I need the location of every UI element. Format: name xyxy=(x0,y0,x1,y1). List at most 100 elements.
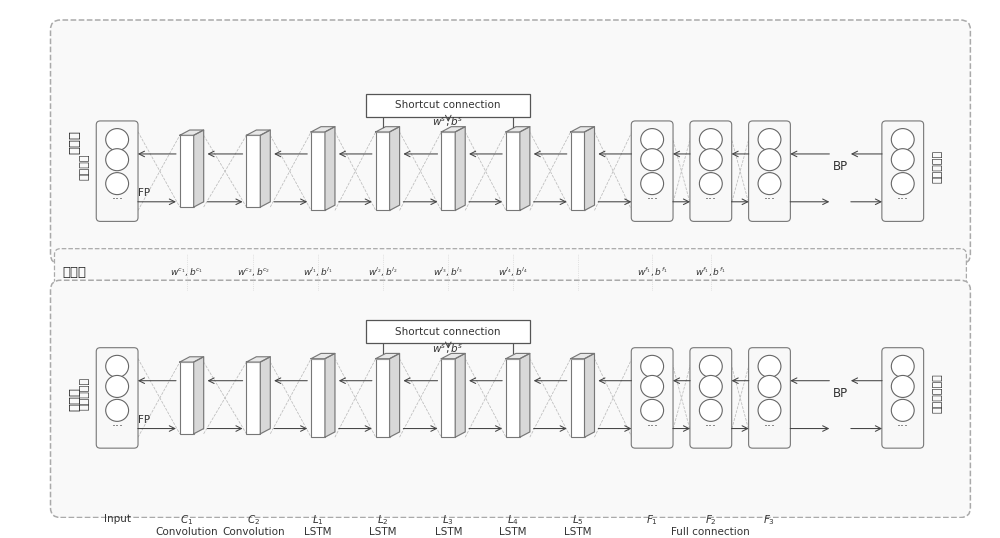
Circle shape xyxy=(891,173,914,195)
FancyBboxPatch shape xyxy=(51,280,970,518)
Text: $w^{l_1},b^{l_1}$: $w^{l_1},b^{l_1}$ xyxy=(303,265,333,279)
Polygon shape xyxy=(441,353,465,359)
Polygon shape xyxy=(260,357,270,434)
Circle shape xyxy=(891,148,914,171)
Polygon shape xyxy=(246,130,270,135)
Text: Shortcut connection: Shortcut connection xyxy=(395,327,501,337)
Text: ···: ··· xyxy=(646,193,658,207)
Circle shape xyxy=(106,173,129,195)
Text: ···: ··· xyxy=(705,193,717,207)
Text: ···: ··· xyxy=(763,193,775,207)
Text: $w^{f_1},b^{f_1}$: $w^{f_1},b^{f_1}$ xyxy=(637,265,668,279)
Text: LSTM: LSTM xyxy=(369,527,396,537)
Text: 阶段一: 阶段一 xyxy=(68,130,81,154)
Text: $w^{c_1},b^{c_1}$: $w^{c_1},b^{c_1}$ xyxy=(170,266,203,278)
Circle shape xyxy=(106,376,129,398)
Circle shape xyxy=(758,173,781,195)
Bar xyxy=(311,359,325,437)
Text: ···: ··· xyxy=(897,420,909,433)
Text: 源域样本: 源域样本 xyxy=(79,153,89,180)
Text: Convolution: Convolution xyxy=(222,527,285,537)
Polygon shape xyxy=(441,126,465,132)
Text: $w^{l_3},b^{l_3}$: $w^{l_3},b^{l_3}$ xyxy=(433,265,463,279)
Text: $F_1$: $F_1$ xyxy=(646,514,658,527)
Text: ···: ··· xyxy=(646,420,658,433)
Text: $L_3$: $L_3$ xyxy=(442,514,454,527)
Circle shape xyxy=(891,399,914,421)
FancyBboxPatch shape xyxy=(690,121,732,222)
Circle shape xyxy=(699,129,722,151)
Polygon shape xyxy=(506,353,530,359)
Polygon shape xyxy=(571,126,594,132)
Bar xyxy=(571,359,585,437)
Bar xyxy=(441,359,455,437)
Text: 源域标签值: 源域标签值 xyxy=(933,150,943,183)
Circle shape xyxy=(758,356,781,377)
Polygon shape xyxy=(585,126,594,210)
Circle shape xyxy=(699,376,722,398)
Text: Convolution: Convolution xyxy=(155,527,218,537)
Text: 阶段三: 阶段三 xyxy=(68,387,81,411)
Text: LSTM: LSTM xyxy=(499,527,527,537)
Circle shape xyxy=(699,173,722,195)
Bar xyxy=(376,132,390,210)
Polygon shape xyxy=(311,353,335,359)
FancyBboxPatch shape xyxy=(749,348,790,448)
Text: Input: Input xyxy=(104,514,131,523)
Polygon shape xyxy=(325,353,335,437)
Circle shape xyxy=(106,356,129,377)
Polygon shape xyxy=(376,126,400,132)
Circle shape xyxy=(891,376,914,398)
Polygon shape xyxy=(311,126,335,132)
FancyBboxPatch shape xyxy=(631,121,673,222)
Polygon shape xyxy=(180,357,204,362)
Text: Full connection: Full connection xyxy=(671,527,750,537)
FancyBboxPatch shape xyxy=(96,348,138,448)
Text: FP: FP xyxy=(138,415,150,424)
Polygon shape xyxy=(390,353,400,437)
Circle shape xyxy=(758,148,781,171)
FancyBboxPatch shape xyxy=(882,348,924,448)
Bar xyxy=(180,362,194,434)
Text: $C_1$: $C_1$ xyxy=(180,514,193,527)
Polygon shape xyxy=(571,353,594,359)
Bar xyxy=(246,362,260,434)
FancyBboxPatch shape xyxy=(749,121,790,222)
FancyBboxPatch shape xyxy=(51,20,970,264)
Text: $w^{c_2},b^{c_2}$: $w^{c_2},b^{c_2}$ xyxy=(237,266,270,278)
Polygon shape xyxy=(520,353,530,437)
Text: 目标域标签值: 目标域标签值 xyxy=(933,373,943,413)
Polygon shape xyxy=(194,357,204,434)
Circle shape xyxy=(699,356,722,377)
Text: $L_5$: $L_5$ xyxy=(572,514,583,527)
Circle shape xyxy=(699,148,722,171)
Polygon shape xyxy=(194,130,204,207)
Text: 阶段二: 阶段二 xyxy=(62,266,86,279)
Text: FP: FP xyxy=(138,188,150,198)
Polygon shape xyxy=(455,353,465,437)
Polygon shape xyxy=(260,130,270,207)
Text: $L_2$: $L_2$ xyxy=(377,514,388,527)
Circle shape xyxy=(641,148,664,171)
Polygon shape xyxy=(180,130,204,135)
Circle shape xyxy=(758,399,781,421)
Text: $L_4$: $L_4$ xyxy=(507,514,519,527)
Text: ···: ··· xyxy=(111,420,123,433)
Bar xyxy=(376,359,390,437)
Polygon shape xyxy=(455,126,465,210)
Text: Shortcut connection: Shortcut connection xyxy=(395,100,501,110)
Text: LSTM: LSTM xyxy=(304,527,332,537)
Polygon shape xyxy=(325,126,335,210)
Circle shape xyxy=(641,376,664,398)
Circle shape xyxy=(641,356,664,377)
Text: $w^{f_1},b^{f_1}$: $w^{f_1},b^{f_1}$ xyxy=(695,265,726,279)
Text: $C_2$: $C_2$ xyxy=(247,514,260,527)
Text: LSTM: LSTM xyxy=(564,527,591,537)
FancyBboxPatch shape xyxy=(631,348,673,448)
Text: $F_3$: $F_3$ xyxy=(763,514,776,527)
Text: LSTM: LSTM xyxy=(435,527,462,537)
FancyBboxPatch shape xyxy=(882,121,924,222)
Circle shape xyxy=(106,148,129,171)
Text: $F_2$: $F_2$ xyxy=(705,514,717,527)
FancyBboxPatch shape xyxy=(366,94,530,117)
